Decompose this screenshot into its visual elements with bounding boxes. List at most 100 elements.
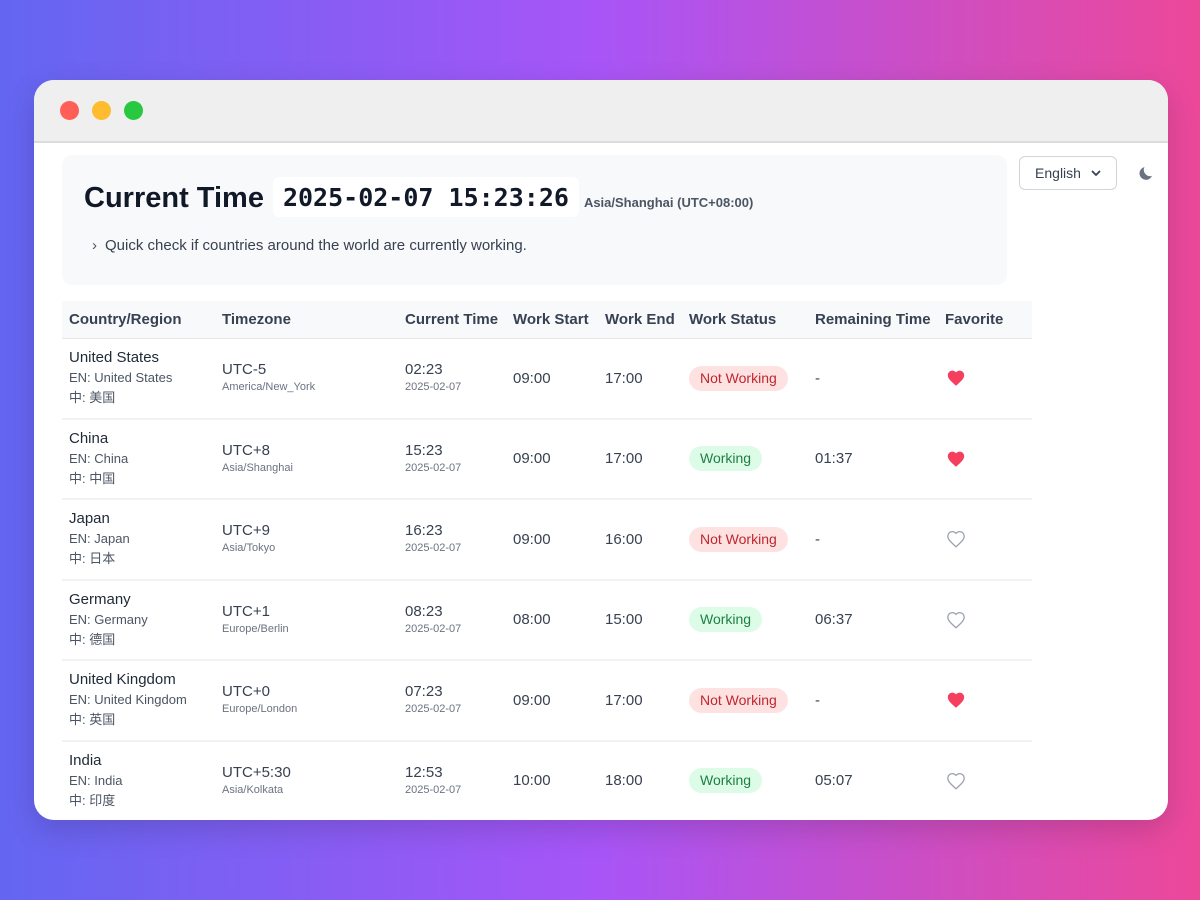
status-badge: Not Working — [689, 526, 788, 552]
country-name-zh: 中: 美国 — [69, 390, 116, 405]
countries-table: Country/Region Timezone Current Time Wor… — [62, 301, 1032, 818]
status-badge: Not Working — [689, 687, 788, 713]
column-header-work-end[interactable]: Work End — [598, 301, 682, 339]
subtitle-text: Quick check if countries around the worl… — [105, 237, 527, 254]
timezone-cell: UTC+5:30 Asia/Kolkata — [215, 740, 398, 818]
column-header-timezone[interactable]: Timezone — [215, 301, 398, 339]
work-status-cell: Not Working — [682, 660, 808, 742]
heart-outline-icon[interactable] — [946, 772, 966, 790]
work-start-cell: 10:00 — [506, 740, 598, 818]
timezone-cell: UTC+9 Asia/Tokyo — [215, 499, 398, 581]
country-name-en: EN: China — [69, 450, 129, 466]
column-header-current-time[interactable]: Current Time — [398, 301, 506, 339]
table-row: United States EN: United States 中: 美国 UT… — [62, 338, 1032, 420]
remaining-time-cell: 06:37 — [808, 579, 938, 661]
favorite-cell — [938, 660, 1032, 742]
timezone-id: Asia/Tokyo — [222, 542, 276, 555]
heart-outline-icon[interactable] — [946, 530, 966, 548]
local-date: 2025-02-07 — [405, 703, 462, 716]
timezone-id: Europe/London — [222, 703, 298, 716]
table-row: China EN: China 中: 中国 UTC+8 Asia/Shangha… — [62, 418, 1032, 500]
local-time: 16:23 — [405, 522, 443, 540]
favorite-cell — [938, 499, 1032, 581]
local-date: 2025-02-07 — [405, 461, 462, 474]
current-time-cell: 07:23 2025-02-07 — [398, 660, 506, 742]
local-time: 12:53 — [405, 763, 443, 781]
heart-outline-icon[interactable] — [946, 611, 966, 629]
current-time-cell: 08:23 2025-02-07 — [398, 579, 506, 661]
country-name: Japan — [69, 510, 110, 528]
status-badge: Not Working — [689, 365, 788, 391]
country-name-zh: 中: 印度 — [69, 792, 116, 808]
local-time: 08:23 — [405, 602, 443, 620]
work-status-cell: Not Working — [682, 499, 808, 581]
work-start-cell: 09:00 — [506, 660, 598, 742]
status-badge: Working — [689, 607, 763, 633]
country-name-en: EN: Germany — [69, 611, 148, 627]
country-name-zh: 中: 德国 — [69, 631, 116, 647]
local-date: 2025-02-07 — [405, 783, 462, 796]
remaining-time-cell: 05:07 — [808, 740, 938, 818]
favorite-cell — [938, 579, 1032, 661]
status-badge: Working — [689, 768, 763, 794]
work-start-cell: 08:00 — [506, 579, 598, 661]
work-end-cell: 17:00 — [598, 418, 682, 500]
work-start-cell: 09:00 — [506, 418, 598, 500]
maximize-window-button[interactable] — [124, 101, 143, 120]
table-row: United Kingdom EN: United Kingdom 中: 英国 … — [62, 660, 1032, 742]
page-subtitle: › Quick check if countries around the wo… — [92, 237, 527, 254]
country-name: China — [69, 429, 109, 447]
language-select[interactable]: English — [1019, 156, 1117, 190]
language-value: English — [1035, 165, 1081, 181]
timezone-cell: UTC+0 Europe/London — [215, 660, 398, 742]
moon-icon[interactable] — [1138, 164, 1156, 182]
work-status-cell: Working — [682, 418, 808, 500]
work-end-cell: 18:00 — [598, 740, 682, 818]
heart-filled-icon[interactable] — [946, 369, 966, 387]
utc-offset: UTC+5:30 — [222, 763, 291, 781]
country-name: United Kingdom — [69, 671, 176, 689]
local-time: 15:23 — [405, 441, 443, 459]
browser-window: Current Time 2025-02-07 15:23:26 Asia/Sh… — [34, 80, 1168, 820]
window-titlebar — [34, 80, 1168, 143]
favorite-cell — [938, 740, 1032, 818]
column-header-work-status[interactable]: Work Status — [682, 301, 808, 339]
local-time: 07:23 — [405, 683, 443, 701]
work-status-cell: Working — [682, 579, 808, 661]
column-header-country[interactable]: Country/Region — [62, 301, 215, 339]
table-row: Japan EN: Japan 中: 日本 UTC+9 Asia/Tokyo 1… — [62, 499, 1032, 581]
chevron-down-icon — [1091, 170, 1101, 176]
close-window-button[interactable] — [60, 101, 79, 120]
work-end-cell: 15:00 — [598, 579, 682, 661]
country-name-en: EN: United Kingdom — [69, 692, 187, 708]
column-header-favorite[interactable]: Favorite — [938, 301, 1032, 339]
status-badge: Working — [689, 446, 763, 472]
heart-filled-icon[interactable] — [946, 450, 966, 468]
country-name: India — [69, 751, 102, 769]
timezone-id: Asia/Shanghai — [222, 461, 293, 474]
local-time: 02:23 — [405, 361, 443, 378]
current-clock: 2025-02-07 15:23:26 — [272, 177, 579, 217]
utc-offset: UTC-5 — [222, 361, 267, 378]
column-header-work-start[interactable]: Work Start — [506, 301, 598, 339]
work-end-cell: 17:00 — [598, 660, 682, 742]
country-name-en: EN: United States — [69, 370, 173, 385]
remaining-time-cell: - — [808, 660, 938, 742]
minimize-window-button[interactable] — [92, 101, 111, 120]
country-cell: Japan EN: Japan 中: 日本 — [62, 499, 215, 581]
utc-offset: UTC+9 — [222, 522, 270, 540]
local-date: 2025-02-07 — [405, 381, 462, 393]
local-date: 2025-02-07 — [405, 622, 462, 635]
column-header-remaining-time[interactable]: Remaining Time — [808, 301, 938, 339]
work-end-cell: 16:00 — [598, 499, 682, 581]
work-end-cell: 17:00 — [598, 338, 682, 420]
local-date: 2025-02-07 — [405, 542, 462, 555]
timezone-id: America/New_York — [222, 381, 316, 393]
favorite-cell — [938, 338, 1032, 420]
work-status-cell: Working — [682, 740, 808, 818]
heart-filled-icon[interactable] — [946, 691, 966, 709]
country-name-en: EN: Japan — [69, 531, 130, 547]
current-time-cell: 02:23 2025-02-07 — [398, 338, 506, 420]
favorite-cell — [938, 418, 1032, 500]
timezone-id: Europe/Berlin — [222, 622, 289, 635]
